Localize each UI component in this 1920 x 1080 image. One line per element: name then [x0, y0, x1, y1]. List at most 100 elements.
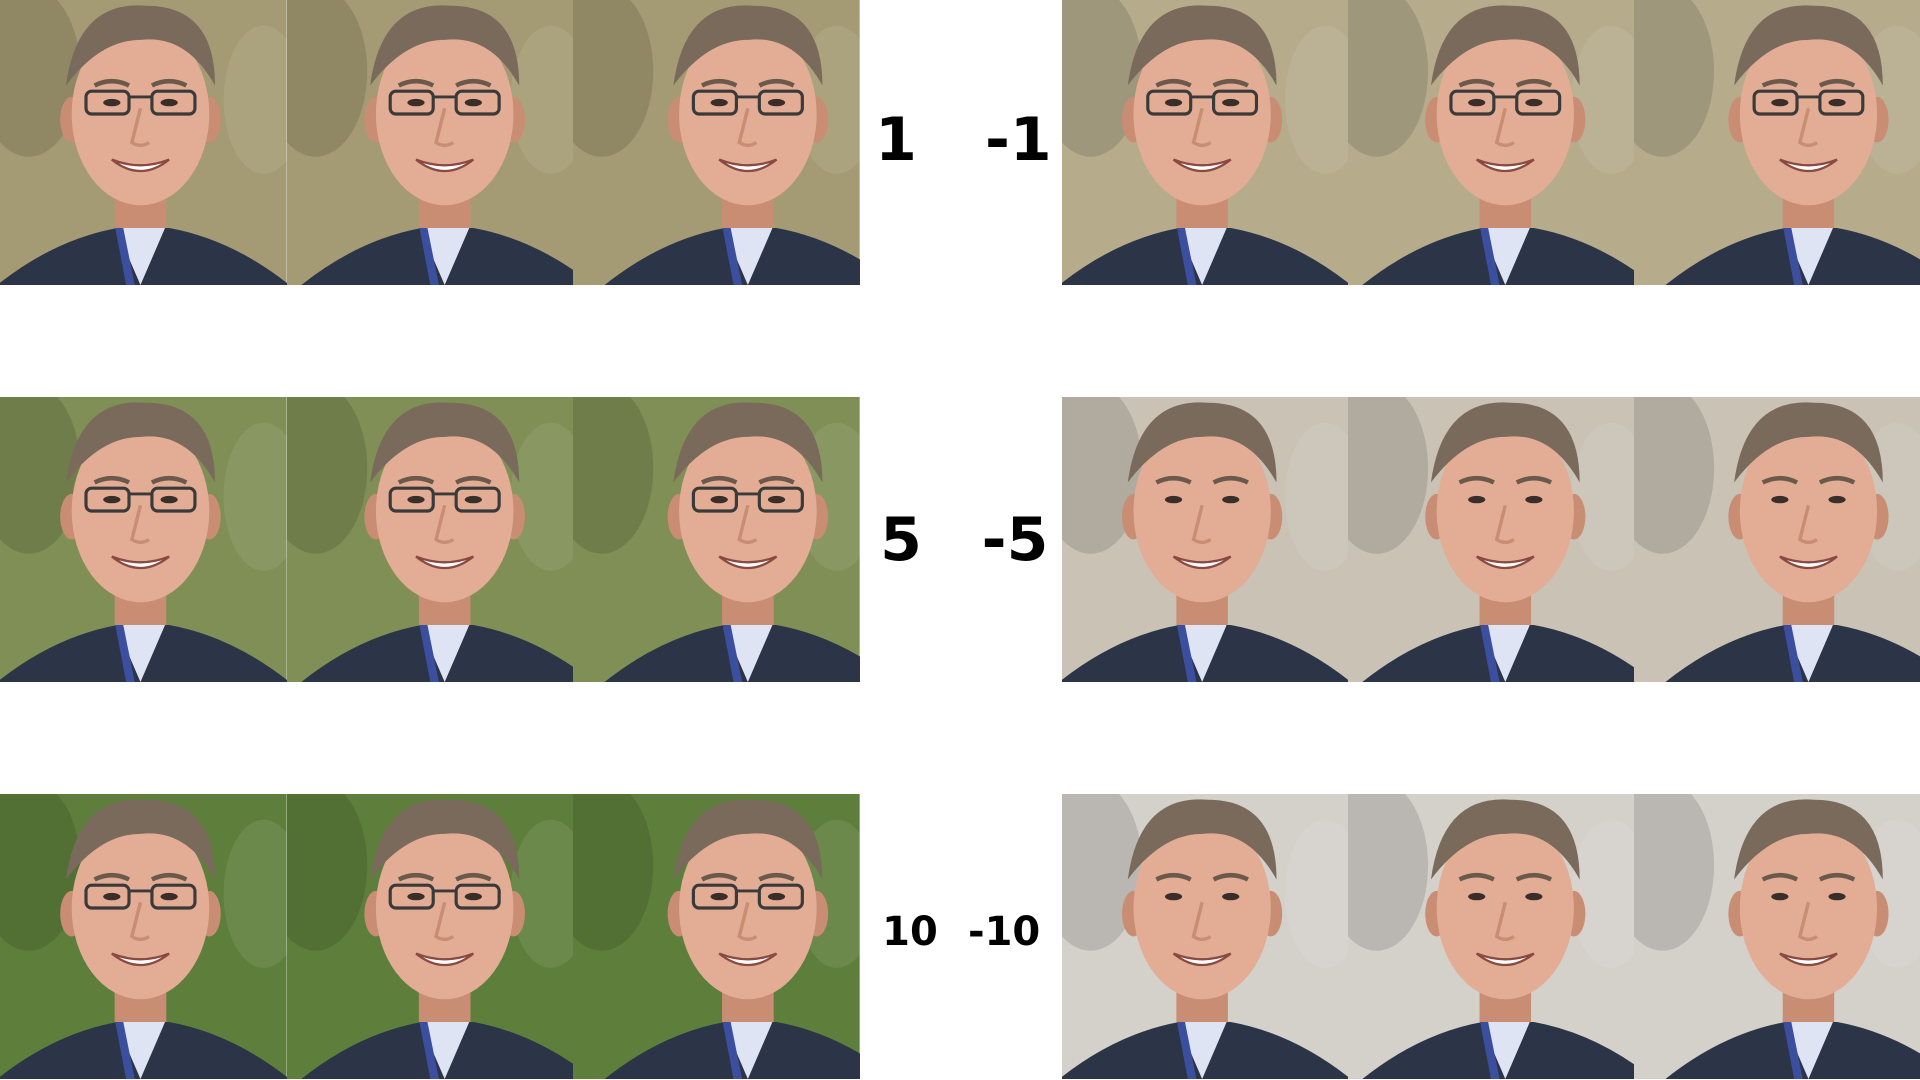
face-image [1062, 397, 1348, 682]
nose [1494, 504, 1515, 545]
background-shadow [0, 0, 81, 157]
eyebrow-left [701, 475, 738, 485]
eye-right [1222, 892, 1240, 901]
background-highlight [1571, 422, 1634, 571]
eye-left [1468, 892, 1486, 901]
face-portrait [286, 794, 574, 1079]
eyebrow-left [1761, 78, 1799, 88]
background-shadow [1348, 397, 1429, 554]
nose [433, 901, 454, 942]
eye-left [1771, 495, 1789, 504]
hair [673, 5, 823, 86]
background-highlight [1285, 819, 1348, 968]
face-image [1634, 0, 1920, 285]
label-positive-10: 10 [882, 909, 938, 955]
nose [433, 504, 454, 545]
shirt-collar [722, 225, 775, 285]
face-strip-negative-1 [1062, 0, 1920, 285]
shirt-placket [114, 225, 135, 285]
hair [1127, 5, 1277, 86]
eye-right [1222, 98, 1240, 107]
eyebrow-right [1515, 475, 1553, 485]
face-portrait [286, 0, 574, 285]
shirt-placket [722, 1019, 743, 1079]
eye-left [1771, 892, 1789, 901]
shirt-placket [1176, 225, 1197, 285]
eyebrow-left [701, 872, 738, 882]
eyebrow-left [93, 475, 131, 485]
face-image [286, 397, 574, 682]
eyebrow-right [150, 872, 188, 882]
eye-left [710, 98, 729, 107]
eyebrow-left [1155, 872, 1192, 882]
face-image [286, 794, 574, 1079]
background-shadow [286, 397, 367, 554]
eye-left [1164, 495, 1183, 504]
nose [433, 107, 454, 148]
shirt-collar [1479, 622, 1532, 682]
nose [1191, 901, 1212, 942]
eye-right [464, 98, 482, 107]
background-highlight [223, 422, 287, 571]
face-portrait [0, 397, 287, 682]
hair [65, 402, 216, 483]
glasses-lens-left [388, 883, 435, 910]
glasses-lens-left [1146, 89, 1193, 116]
shirt-collar [114, 622, 167, 682]
background-shadow [573, 397, 654, 554]
smile [718, 952, 778, 966]
hair [1127, 799, 1277, 880]
glasses-lens-left [1449, 89, 1496, 116]
eyebrow-left [397, 78, 434, 88]
face-portrait [1062, 794, 1348, 1079]
glasses-lens-right [150, 89, 197, 116]
shirt-placket [114, 622, 135, 682]
face-image [286, 0, 574, 285]
eye-left [103, 98, 121, 107]
hair [1430, 5, 1580, 86]
face-strip-negative-10 [1062, 794, 1920, 1079]
shirt-placket [1479, 622, 1500, 682]
smile [111, 158, 170, 172]
shirt-collar [418, 622, 471, 682]
shirt-collar [722, 622, 775, 682]
face-image [0, 794, 287, 1079]
eyebrow-left [93, 78, 131, 88]
background-highlight [223, 819, 287, 968]
eye-left [1468, 495, 1486, 504]
glasses-lens-right [1212, 89, 1259, 116]
shirt-placket [418, 225, 439, 285]
background-shadow [0, 794, 81, 951]
glasses-lens-right [454, 486, 501, 513]
smile [718, 158, 778, 172]
shirt-collar [722, 1019, 775, 1079]
eye-right [768, 495, 786, 504]
nose [129, 901, 151, 942]
hair [1127, 402, 1277, 483]
face-portrait [1348, 397, 1634, 682]
shirt-placket [1479, 225, 1500, 285]
eye-right [1525, 98, 1543, 107]
eyebrow-right [1818, 78, 1856, 88]
smile [1779, 158, 1838, 172]
shirt-placket [114, 1019, 135, 1079]
hair [1734, 799, 1883, 880]
glasses-lens-left [84, 883, 131, 910]
shirt-collar [1782, 1019, 1835, 1079]
shirt-placket [1782, 622, 1803, 682]
face-image [1634, 397, 1920, 682]
shirt-placket [418, 1019, 439, 1079]
smile [414, 158, 474, 172]
smile [111, 555, 170, 569]
shirt-placket [1176, 622, 1197, 682]
shirt-placket [1782, 1019, 1803, 1079]
face-strip-negative-5 [1062, 397, 1920, 682]
smile [1475, 158, 1535, 172]
face-portrait [1634, 397, 1920, 682]
background-highlight [223, 25, 287, 174]
glasses-lens-left [388, 486, 435, 513]
shirt-placket [1479, 1019, 1500, 1079]
shirt-collar [418, 1019, 471, 1079]
eye-left [1164, 98, 1183, 107]
hair [369, 799, 519, 880]
